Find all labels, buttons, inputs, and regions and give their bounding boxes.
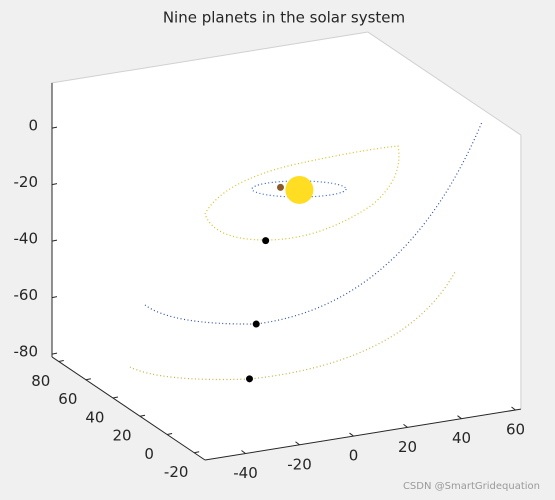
z-tick: [51, 126, 58, 129]
axes-background: [51, 31, 522, 461]
z-tick: [51, 296, 58, 299]
axes-box: [51, 32, 521, 461]
orbits: [129, 121, 483, 381]
z-tick-label: 0: [28, 117, 38, 135]
x-tick: [241, 450, 246, 454]
y-tick: [166, 432, 173, 435]
x-tick: [457, 415, 462, 420]
planet: [252, 320, 260, 328]
y-tick: [194, 451, 200, 454]
z-tick-label: -40: [13, 230, 38, 248]
y-tick: [85, 378, 91, 381]
orbit: [129, 271, 456, 381]
z-tick: [51, 183, 58, 186]
y-tick-label: 40: [85, 408, 104, 426]
y-tick: [58, 360, 64, 362]
x-axis: [204, 408, 521, 461]
y-tick-label: 60: [58, 390, 77, 408]
box-edge: [367, 31, 522, 136]
x-tick-label: -20: [287, 455, 312, 473]
y-tick-label: 80: [31, 372, 50, 390]
y-tick-label: 20: [112, 427, 131, 445]
planet: [262, 237, 270, 245]
orbit: [204, 145, 400, 241]
x-tick: [295, 441, 300, 446]
planet: [245, 375, 253, 383]
z-tick-label: -20: [13, 173, 38, 191]
orbit: [251, 180, 347, 198]
x-tick-label: -40: [233, 464, 258, 482]
x-tick-label: 20: [398, 438, 417, 456]
z-tick: [51, 352, 58, 355]
x-tick-label: 60: [506, 420, 525, 438]
z-tick-label: -60: [13, 286, 38, 304]
z-tick: [51, 239, 58, 242]
z-tick-label: -80: [13, 343, 38, 361]
box-edge: [51, 31, 368, 84]
y-tick: [112, 396, 119, 399]
planet: [285, 175, 314, 204]
x-tick-label: 40: [452, 429, 471, 447]
y-tick: [139, 414, 146, 417]
x-tick-label: 0: [349, 447, 359, 465]
watermark: CSDN @SmartGridequation: [403, 481, 540, 492]
planet: [276, 183, 284, 191]
plot-area: -80 -60 -40 -20 0 -20 0 20 40 60 80 -40 -20 0 20 40 60: [13, 117, 525, 482]
x-tick: [349, 432, 354, 437]
y-tick-label: 0: [144, 445, 154, 463]
y-tick-label: -20: [164, 463, 189, 481]
chart-title: Nine planets in the solar system: [163, 9, 405, 27]
x-tick: [403, 423, 408, 428]
y-axis: [51, 356, 206, 461]
x-tick: [511, 406, 516, 411]
